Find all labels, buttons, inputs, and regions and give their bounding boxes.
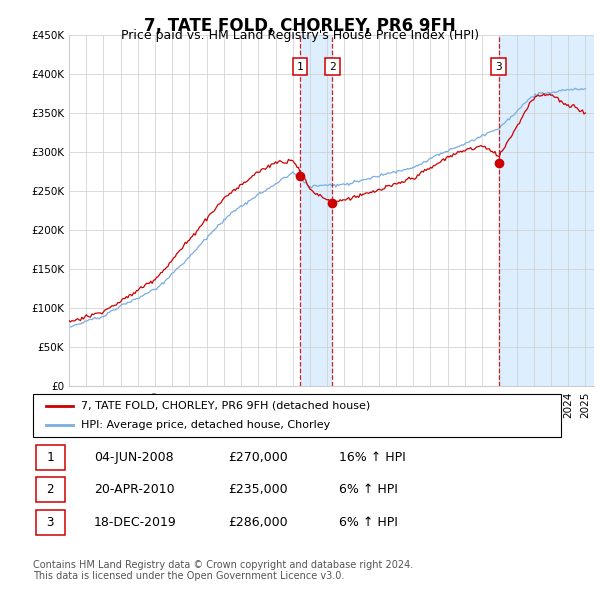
Text: 6% ↑ HPI: 6% ↑ HPI	[339, 516, 398, 529]
Text: Contains HM Land Registry data © Crown copyright and database right 2024.: Contains HM Land Registry data © Crown c…	[33, 559, 413, 569]
Text: 3: 3	[46, 516, 54, 529]
FancyBboxPatch shape	[35, 477, 65, 502]
Text: 18-DEC-2019: 18-DEC-2019	[94, 516, 176, 529]
Text: 16% ↑ HPI: 16% ↑ HPI	[339, 451, 406, 464]
Text: 2: 2	[329, 61, 336, 71]
FancyBboxPatch shape	[33, 394, 561, 437]
Text: 2: 2	[46, 483, 54, 496]
Text: 20-APR-2010: 20-APR-2010	[94, 483, 175, 496]
Text: HPI: Average price, detached house, Chorley: HPI: Average price, detached house, Chor…	[80, 420, 330, 430]
Text: £286,000: £286,000	[229, 516, 288, 529]
Text: 1: 1	[46, 451, 54, 464]
Text: 7, TATE FOLD, CHORLEY, PR6 9FH: 7, TATE FOLD, CHORLEY, PR6 9FH	[144, 17, 456, 35]
Bar	[300, 35, 332, 386]
Text: £235,000: £235,000	[229, 483, 288, 496]
Text: 04-JUN-2008: 04-JUN-2008	[94, 451, 173, 464]
Text: 3: 3	[495, 61, 502, 71]
FancyBboxPatch shape	[35, 510, 65, 535]
Bar	[499, 35, 594, 386]
Text: 1: 1	[296, 61, 304, 71]
Text: 6% ↑ HPI: 6% ↑ HPI	[339, 483, 398, 496]
Text: This data is licensed under the Open Government Licence v3.0.: This data is licensed under the Open Gov…	[33, 571, 344, 581]
Text: 7, TATE FOLD, CHORLEY, PR6 9FH (detached house): 7, TATE FOLD, CHORLEY, PR6 9FH (detached…	[80, 401, 370, 411]
Text: Price paid vs. HM Land Registry's House Price Index (HPI): Price paid vs. HM Land Registry's House …	[121, 29, 479, 42]
FancyBboxPatch shape	[35, 445, 65, 470]
Text: £270,000: £270,000	[229, 451, 288, 464]
